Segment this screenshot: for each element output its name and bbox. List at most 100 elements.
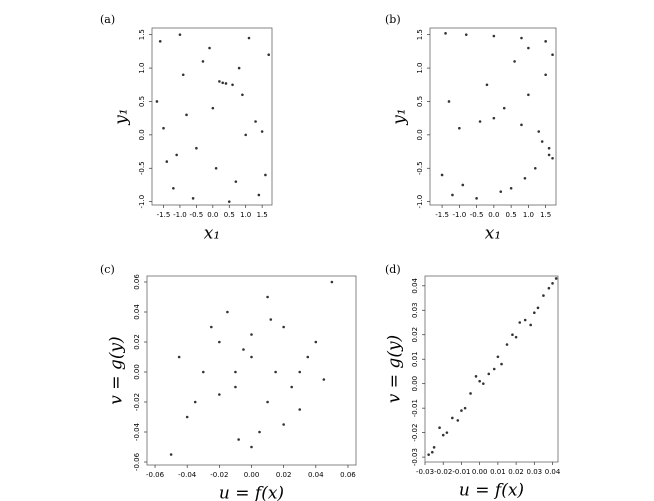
y-tick-label: -1.0 [416,195,424,209]
point [306,355,310,359]
point [527,46,530,50]
point [554,277,558,280]
point [250,445,253,449]
point [258,430,261,434]
point [451,416,454,420]
point [169,453,173,456]
point [551,282,554,285]
point [496,355,500,359]
point [266,400,269,404]
x-tick-label: -1.5 [157,211,171,219]
point [438,426,441,430]
point [226,310,229,314]
point [237,438,240,441]
x-axis-title: x₁ [485,224,501,244]
point [234,180,238,183]
point [458,126,461,130]
plot-frame [424,275,559,463]
point [505,343,509,346]
point [274,370,277,374]
point [185,113,188,117]
point [536,306,540,310]
point [547,153,551,157]
point [499,190,503,193]
y-tick-label: 1.5 [138,29,146,40]
point [322,378,326,381]
point [264,173,267,177]
point [509,187,513,190]
point [237,66,241,70]
point [234,385,237,389]
point [330,280,334,284]
point [520,36,523,40]
x-tick-label: 1.0 [240,211,251,219]
point [520,123,523,127]
y-tick-label: 1.0 [416,63,424,74]
point [478,120,482,123]
point [537,130,541,133]
point [500,362,503,366]
y-tick-label: 0.00 [133,364,141,380]
point [158,40,162,43]
point [298,370,302,374]
y-tick-label: 0.02 [411,327,419,343]
y-axis-title: v = g(y) [107,336,127,404]
x-tick-label: -0.02 [210,471,228,479]
y-tick-label: -0.04 [133,422,141,441]
x-tick-label: -1.0 [173,211,187,219]
x-axis-title: u = f(x) [219,484,284,501]
point [456,419,460,422]
x-tick-label: 0.06 [340,471,356,479]
point [445,431,449,434]
point [492,116,496,120]
point [474,375,478,378]
point [464,33,468,36]
plot-frame [146,275,357,466]
point [441,433,445,437]
x-tick-label: 0.00 [472,468,488,476]
y-tick-label: 0.02 [133,334,141,350]
point [247,36,251,40]
point [444,32,447,35]
y-tick-label: 0.00 [411,376,419,392]
x-tick-label: -1.5 [435,211,449,219]
y-tick-label: 0.04 [411,277,419,293]
point [533,311,536,315]
x-tick-label: 0.00 [244,471,260,479]
point [487,372,491,376]
point [427,453,430,456]
point [551,53,554,57]
panel-label: (a) [100,13,115,26]
point [177,355,181,359]
x-axis-title: u = f(x) [459,481,524,501]
x-tick-label: 0.5 [506,211,517,219]
point [513,60,516,63]
x-tick-label: -0.5 [470,211,484,219]
point [260,130,264,133]
point [460,409,463,412]
y-tick-label: -1.0 [138,195,146,209]
point [547,146,551,150]
x-tick-label: 0.02 [508,468,524,476]
point [244,133,247,137]
panel-label: (d) [385,263,401,276]
y-tick-label: -0.5 [138,161,146,175]
point [544,40,547,43]
x-tick-label: 0.03 [527,468,543,476]
point [224,82,228,85]
y-axis-title: v = g(y) [385,335,405,403]
y-tick-label: 0.01 [411,351,419,367]
x-tick-label: 0.02 [276,471,292,479]
point [208,46,211,50]
point [210,325,213,329]
point [242,348,245,351]
point [544,73,547,77]
point [181,73,185,77]
y-tick-label: 0.5 [416,96,424,107]
point [527,93,530,97]
point [162,126,165,130]
plot-frame [151,27,273,206]
x-tick-label: -0.02 [434,468,452,476]
panel-label: (c) [100,263,115,276]
point [523,176,527,180]
